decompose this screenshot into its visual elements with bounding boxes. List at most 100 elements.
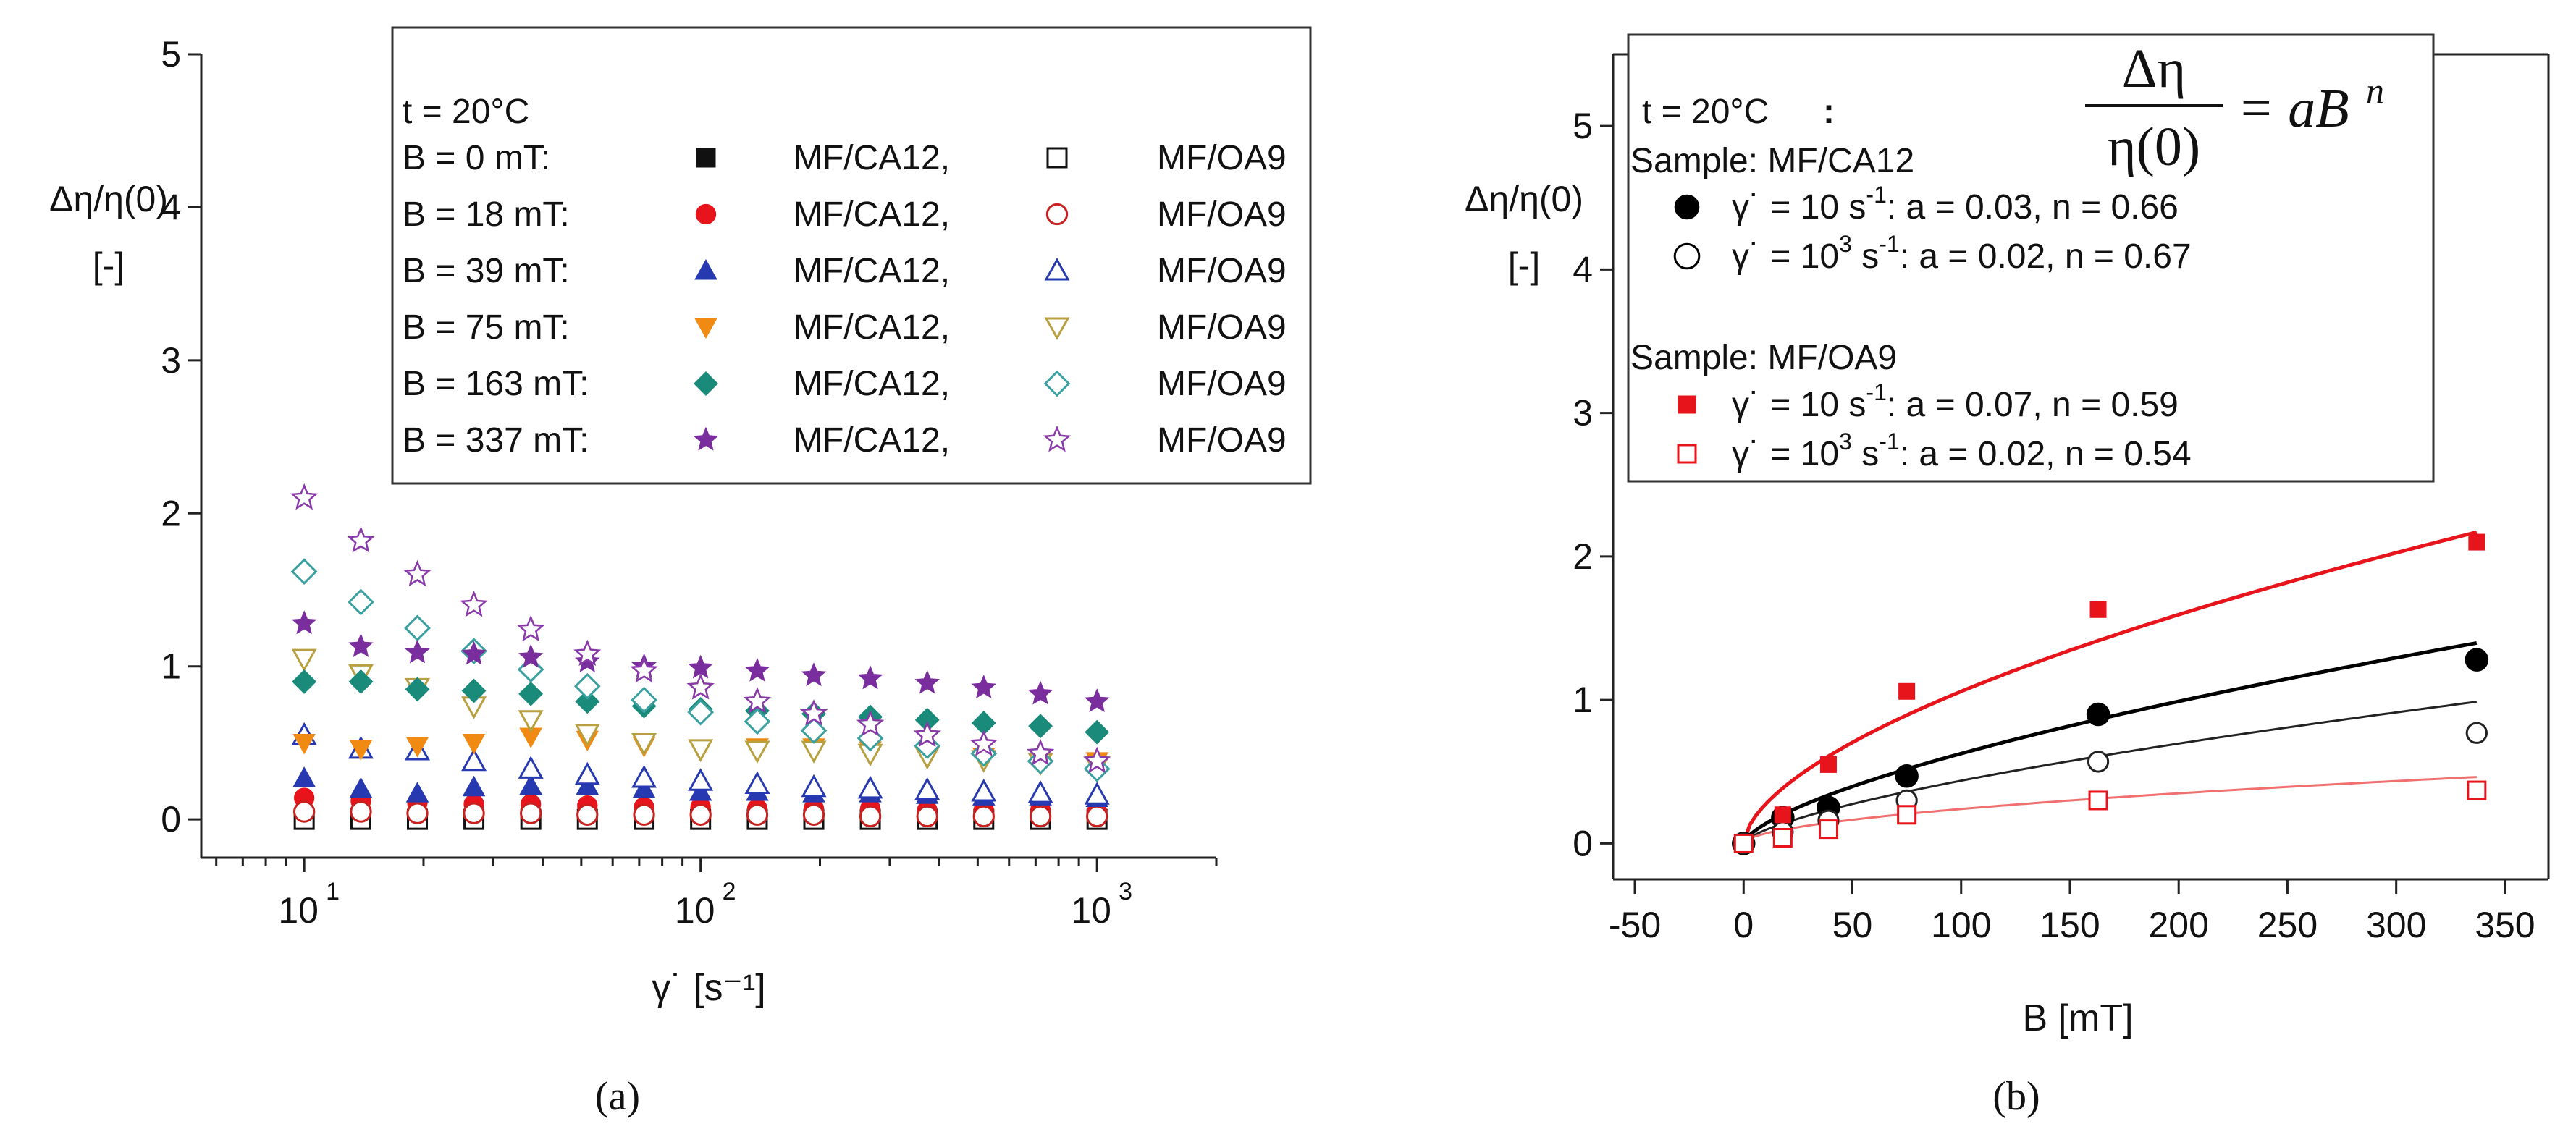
b-data-point	[1733, 833, 1754, 853]
b-legend-sample-1: Sample: MF/CA12	[1630, 142, 1914, 180]
a-data-point	[799, 699, 828, 726]
a-legend-marker-filled	[694, 259, 717, 280]
a-y-axis-label: Δη/η(0)	[49, 179, 168, 219]
b-data-point	[2086, 702, 2110, 727]
a-data-point	[575, 689, 600, 714]
b-data-point	[2465, 648, 2489, 672]
b-legend-entry-label: γ˙ = 10 s-1: a = 0.07, n = 0.59	[1732, 379, 2179, 424]
a-legend-marker-filled	[695, 203, 717, 225]
a-data-point	[291, 610, 317, 635]
b-y-tick-label: 0	[1573, 823, 1593, 863]
a-data-point	[802, 803, 825, 826]
a-legend-sample-oa9: MF/OA9	[1157, 139, 1287, 177]
a-data-point	[573, 672, 601, 700]
a-data-point	[576, 803, 599, 826]
a-data-point	[405, 677, 430, 702]
a-data-point	[801, 774, 827, 798]
a-data-point	[971, 675, 997, 699]
b-x-tick-label: 250	[2257, 905, 2318, 945]
a-legend-marker-filled	[693, 426, 719, 451]
a-data-point	[630, 656, 658, 683]
b-formula-denominator: η(0)	[2108, 117, 2200, 177]
a-data-point	[462, 775, 486, 797]
b-data-point	[2465, 722, 2488, 744]
a-data-point	[403, 559, 432, 587]
a-data-point	[292, 669, 317, 694]
b-data-point	[2468, 533, 2485, 551]
a-data-point	[290, 483, 319, 510]
b-legend-marker	[1674, 194, 1700, 220]
b-legend-marker	[1678, 395, 1696, 414]
b-y-tick-label: 1	[1573, 680, 1593, 720]
a-data-point	[291, 648, 317, 672]
a-data-point	[574, 724, 600, 747]
b-x-tick-label: 300	[2366, 905, 2426, 945]
a-data-point	[913, 720, 941, 748]
b-legend-marker	[1673, 242, 1701, 270]
a-data-point	[687, 698, 715, 726]
a-data-point	[744, 657, 770, 682]
a-legend-sample-oa9: MF/OA9	[1157, 252, 1287, 290]
b-y-tick-label: 4	[1573, 249, 1593, 289]
b-x-tick-label: 100	[1931, 905, 1991, 945]
b-fit-curve	[1741, 530, 2478, 845]
a-data-point	[914, 777, 940, 800]
a-legend-sample-ca12: MF/CA12,	[794, 308, 950, 347]
a-legend-box	[391, 26, 1312, 485]
b-x-tick-label: 350	[2475, 905, 2535, 945]
b-panel-label: (b)	[1992, 1074, 2040, 1119]
a-x-tick-exponent: 2	[723, 878, 736, 905]
a-legend-sample-ca12: MF/CA12,	[794, 365, 950, 403]
b-x-tick-label: 200	[2148, 905, 2208, 945]
a-data-point	[349, 740, 373, 761]
b-data-point	[2089, 601, 2107, 618]
a-data-point	[1029, 805, 1052, 828]
b-data-point	[1819, 756, 1837, 773]
b-data-point	[2467, 780, 2487, 800]
a-legend-sample-oa9: MF/OA9	[1157, 365, 1287, 403]
a-legend-field-label: B = 39 mT:	[403, 252, 570, 290]
a-legend-sample-oa9: MF/OA9	[1157, 421, 1287, 460]
a-y-tick-label: 5	[161, 34, 181, 75]
a-data-point	[857, 665, 883, 690]
a-data-point	[463, 802, 485, 824]
b-formula-rhs: = aB	[2237, 78, 2349, 139]
a-data-point	[518, 681, 544, 706]
b-formula-numerator: Δη	[2122, 38, 2186, 99]
a-data-point	[800, 717, 828, 744]
panel-a-chart: 0 1 2 3 4 5 10 1 10 2 10 3 Δη/η(0) [-] γ˙ [s⁻¹] t …	[49, 26, 1312, 1119]
b-data-point	[1772, 828, 1793, 848]
a-data-point	[857, 775, 883, 799]
a-data-point	[349, 777, 373, 798]
b-y-axis-unit: [-]	[1508, 245, 1540, 286]
b-data-point	[1818, 819, 1838, 840]
b-x-tick-label: -50	[1609, 905, 1661, 945]
b-legend-entry-label: γ˙ = 103 s-1: a = 0.02, n = 0.67	[1732, 231, 2192, 276]
a-data-point	[518, 756, 544, 779]
a-data-point	[293, 800, 316, 823]
a-data-point	[856, 709, 885, 737]
a-data-point	[405, 639, 430, 664]
a-x-tick-exponent: 3	[1119, 878, 1132, 905]
a-data-point	[1026, 739, 1055, 766]
b-data-point	[2088, 790, 2108, 811]
a-data-point	[916, 805, 938, 828]
a-legend-sample-ca12: MF/CA12,	[794, 252, 950, 290]
a-legend-marker-filled	[696, 148, 716, 168]
a-data-point	[519, 774, 542, 795]
a-legend: t = 20°C B = 0 mT: MF/CA12, MF/OA9 B = 18 m…	[391, 26, 1312, 485]
a-data-point	[461, 641, 487, 665]
a-x-tick-label: 10	[675, 890, 715, 931]
a-data-point	[292, 766, 316, 787]
a-data-point	[348, 633, 374, 657]
a-data-point	[1083, 746, 1111, 774]
b-y-tick-label: 3	[1573, 393, 1593, 434]
b-data-point	[1895, 764, 1919, 788]
a-legend-sample-ca12: MF/CA12,	[794, 139, 950, 177]
a-legend-marker-open	[1044, 317, 1070, 341]
b-x-tick-label: 0	[1733, 905, 1754, 945]
a-legend-field-label: B = 337 mT:	[403, 421, 589, 460]
b-data-point	[1898, 682, 1916, 700]
a-x-tick-label: 10	[278, 890, 319, 931]
